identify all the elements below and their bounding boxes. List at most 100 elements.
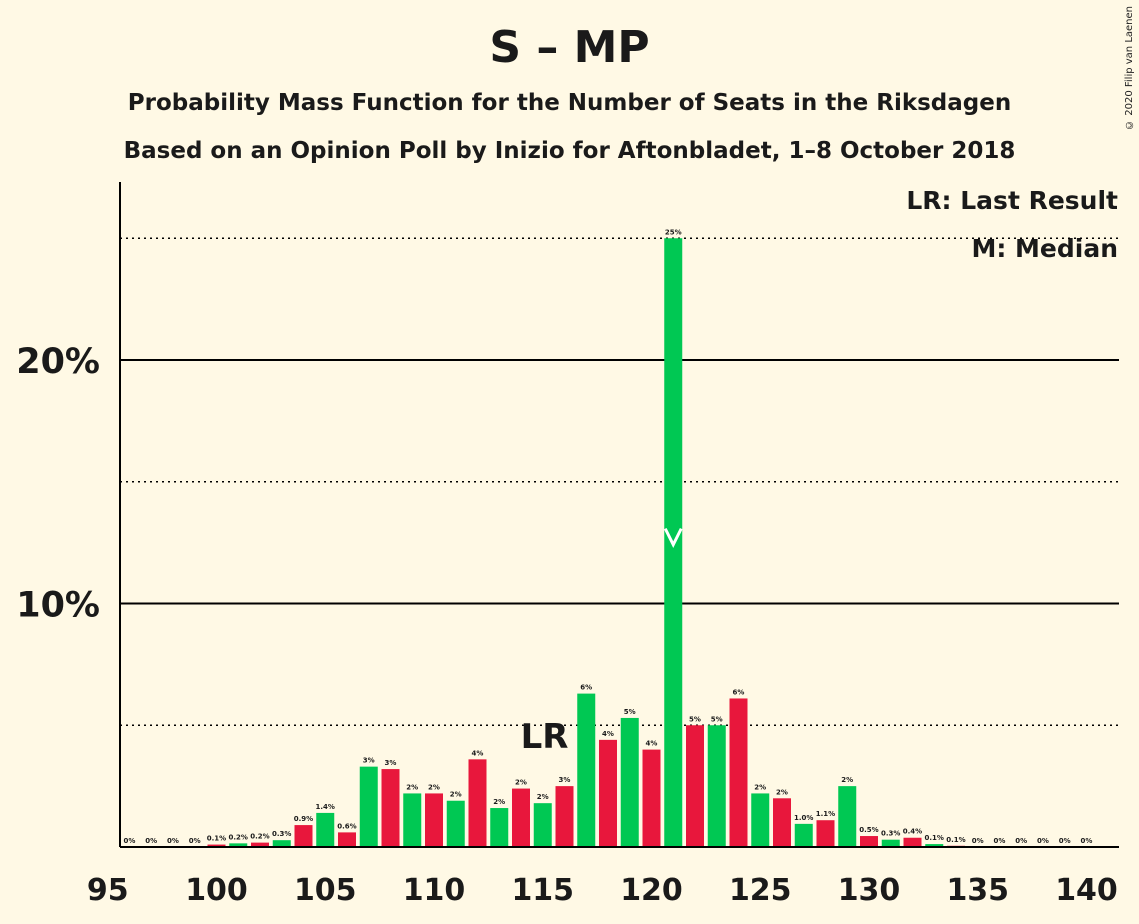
bar-seat-114 xyxy=(512,788,530,847)
bar-seat-109 xyxy=(403,793,422,847)
bar-seat-129 xyxy=(838,786,857,847)
data-label-seat-100: 0.1% xyxy=(207,835,226,843)
y-tick-10: 10% xyxy=(16,586,100,626)
x-tick-115: 115 xyxy=(511,873,574,908)
data-label-seat-107: 3% xyxy=(363,757,375,765)
data-label-seat-128: 1.1% xyxy=(816,810,835,818)
bar-seat-102 xyxy=(251,842,269,847)
bar-seat-106 xyxy=(338,832,356,847)
markers: LR xyxy=(521,527,683,757)
data-label-seat-139: 0% xyxy=(1059,837,1071,845)
data-label-seat-96: 0% xyxy=(124,837,136,845)
x-tick-125: 125 xyxy=(729,873,792,908)
data-label-seat-102: 0.2% xyxy=(250,833,269,841)
bar-seat-116 xyxy=(555,786,574,847)
data-label-seat-138: 0% xyxy=(1037,837,1049,845)
x-tick-110: 110 xyxy=(403,873,466,908)
bar-seat-113 xyxy=(490,808,509,847)
axes xyxy=(119,182,1119,848)
bar-seat-128 xyxy=(816,820,835,847)
data-label-seat-103: 0.3% xyxy=(272,830,291,838)
data-label-seat-118: 4% xyxy=(602,730,614,738)
bar-seat-100 xyxy=(207,844,226,847)
data-label-seat-113: 2% xyxy=(493,798,505,806)
data-label-seat-132: 0.4% xyxy=(903,828,922,836)
x-tick-100: 100 xyxy=(185,873,248,908)
data-label-seat-125: 2% xyxy=(754,783,766,791)
bar-seat-103 xyxy=(272,840,291,847)
data-label-seat-127: 1.0% xyxy=(794,814,813,822)
data-label-seat-131: 0.3% xyxy=(881,830,900,838)
median-marker xyxy=(663,527,683,548)
bars xyxy=(207,238,965,847)
bar-seat-117 xyxy=(577,693,596,847)
gridlines xyxy=(120,237,1119,726)
data-label-seat-98: 0% xyxy=(167,837,179,845)
bar-seat-122 xyxy=(686,725,704,847)
bar-seat-112 xyxy=(468,759,487,847)
x-tick-140: 140 xyxy=(1055,873,1118,908)
data-label-seat-134: 0.1% xyxy=(946,836,965,844)
data-label-seat-109: 2% xyxy=(406,783,418,791)
bar-seat-131 xyxy=(881,839,900,847)
data-label-seat-126: 2% xyxy=(776,788,788,796)
data-label-seat-124: 6% xyxy=(733,688,745,696)
data-label-seat-121: 25% xyxy=(665,228,682,236)
x-tick-130: 130 xyxy=(838,873,901,908)
data-label-seat-97: 0% xyxy=(145,837,157,845)
data-label-seat-105: 1.4% xyxy=(316,803,335,811)
bar-seat-104 xyxy=(294,825,313,847)
x-tick-135: 135 xyxy=(946,873,1009,908)
legend-last-result: LR: Last Result xyxy=(906,186,1118,215)
data-label-seat-115: 2% xyxy=(537,793,549,801)
x-tick-labels: 95 100 105 110 115 120 125 130 135 140 xyxy=(87,873,1118,908)
x-tick-105: 105 xyxy=(294,873,357,908)
data-label-seat-129: 2% xyxy=(841,776,853,784)
bar-seat-130 xyxy=(860,836,878,847)
bar-seat-125 xyxy=(751,793,770,847)
data-label-seat-123: 5% xyxy=(711,715,723,723)
data-label-seat-137: 0% xyxy=(1015,837,1027,845)
data-label-seat-116: 3% xyxy=(559,776,571,784)
data-label-seat-108: 3% xyxy=(385,759,397,767)
chart-subtitle: Probability Mass Function for the Number… xyxy=(127,90,1012,116)
bar-seat-105 xyxy=(316,812,335,847)
bar-seat-133 xyxy=(925,844,944,847)
bar-seat-107 xyxy=(359,766,378,847)
bar-seat-101 xyxy=(229,843,248,847)
x-tick-120: 120 xyxy=(620,873,683,908)
bar-seat-123 xyxy=(707,725,726,847)
last-result-marker: LR xyxy=(521,717,569,757)
data-label-seat-119: 5% xyxy=(624,708,636,716)
y-tick-20: 20% xyxy=(16,342,100,382)
data-label-seat-135: 0% xyxy=(972,837,984,845)
data-label-seat-104: 0.9% xyxy=(294,815,313,823)
data-label-seat-101: 0.2% xyxy=(229,833,248,841)
data-labels: 0% 0% 0% 0% 0.1% 0.2% 0.2% 0.3%0.9%1.4%0.6%3% 3%… xyxy=(124,228,1093,845)
bar-seat-126 xyxy=(773,798,791,847)
bar-seat-110 xyxy=(425,793,443,847)
data-label-seat-130: 0.5% xyxy=(859,826,878,834)
chart-title: S – MP xyxy=(489,22,650,73)
y-tick-labels: 10% 20% xyxy=(16,342,100,626)
data-label-seat-114: 2% xyxy=(515,779,527,787)
bar-seat-118 xyxy=(599,739,617,847)
bar-seat-120 xyxy=(642,749,661,847)
data-label-seat-99: 0% xyxy=(189,837,201,845)
chart-subtitle-source: Based on an Opinion Poll by Inizio for A… xyxy=(123,138,1016,164)
bar-seat-127 xyxy=(794,823,813,847)
data-label-seat-133: 0.1% xyxy=(925,834,944,842)
data-label-seat-122: 5% xyxy=(689,715,701,723)
data-label-seat-111: 2% xyxy=(450,791,462,799)
data-label-seat-136: 0% xyxy=(994,837,1006,845)
data-label-seat-120: 4% xyxy=(646,740,658,748)
bar-seat-111 xyxy=(446,800,465,847)
data-label-seat-117: 6% xyxy=(580,684,592,692)
data-label-seat-140: 0% xyxy=(1081,837,1093,845)
bar-seat-108 xyxy=(381,769,400,847)
bar-seat-119 xyxy=(620,717,639,847)
data-label-seat-110: 2% xyxy=(428,783,440,791)
x-tick-95: 95 xyxy=(87,873,129,908)
data-label-seat-106: 0.6% xyxy=(337,822,356,830)
